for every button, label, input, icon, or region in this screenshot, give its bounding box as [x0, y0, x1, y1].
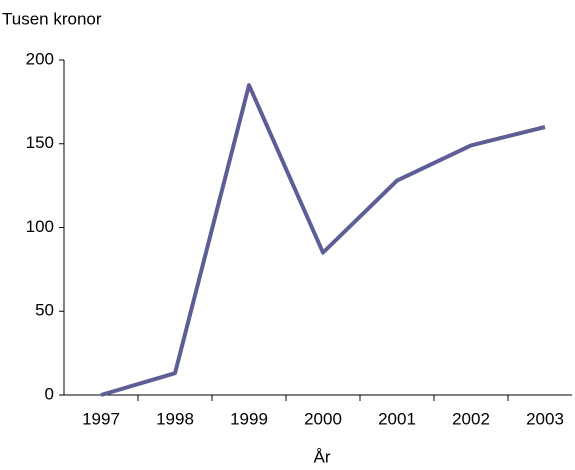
y-tick-label: 100: [26, 217, 54, 236]
x-tick-label: 2003: [526, 409, 564, 428]
y-tick-label: 150: [26, 133, 54, 152]
y-axis-label: Tusen kronor: [2, 9, 102, 28]
y-tick-label: 0: [45, 384, 54, 403]
x-axis-label: År: [314, 447, 331, 466]
x-tick-label: 2000: [304, 409, 342, 428]
x-tick-label: 1997: [82, 409, 120, 428]
x-tick-label: 2001: [378, 409, 416, 428]
x-tick-label: 1998: [156, 409, 194, 428]
y-tick-label: 50: [35, 301, 54, 320]
x-tick-label: 2002: [452, 409, 490, 428]
line-series: [100, 83, 546, 397]
y-tick-label: 200: [26, 49, 54, 68]
x-tick-label: 1999: [230, 409, 268, 428]
